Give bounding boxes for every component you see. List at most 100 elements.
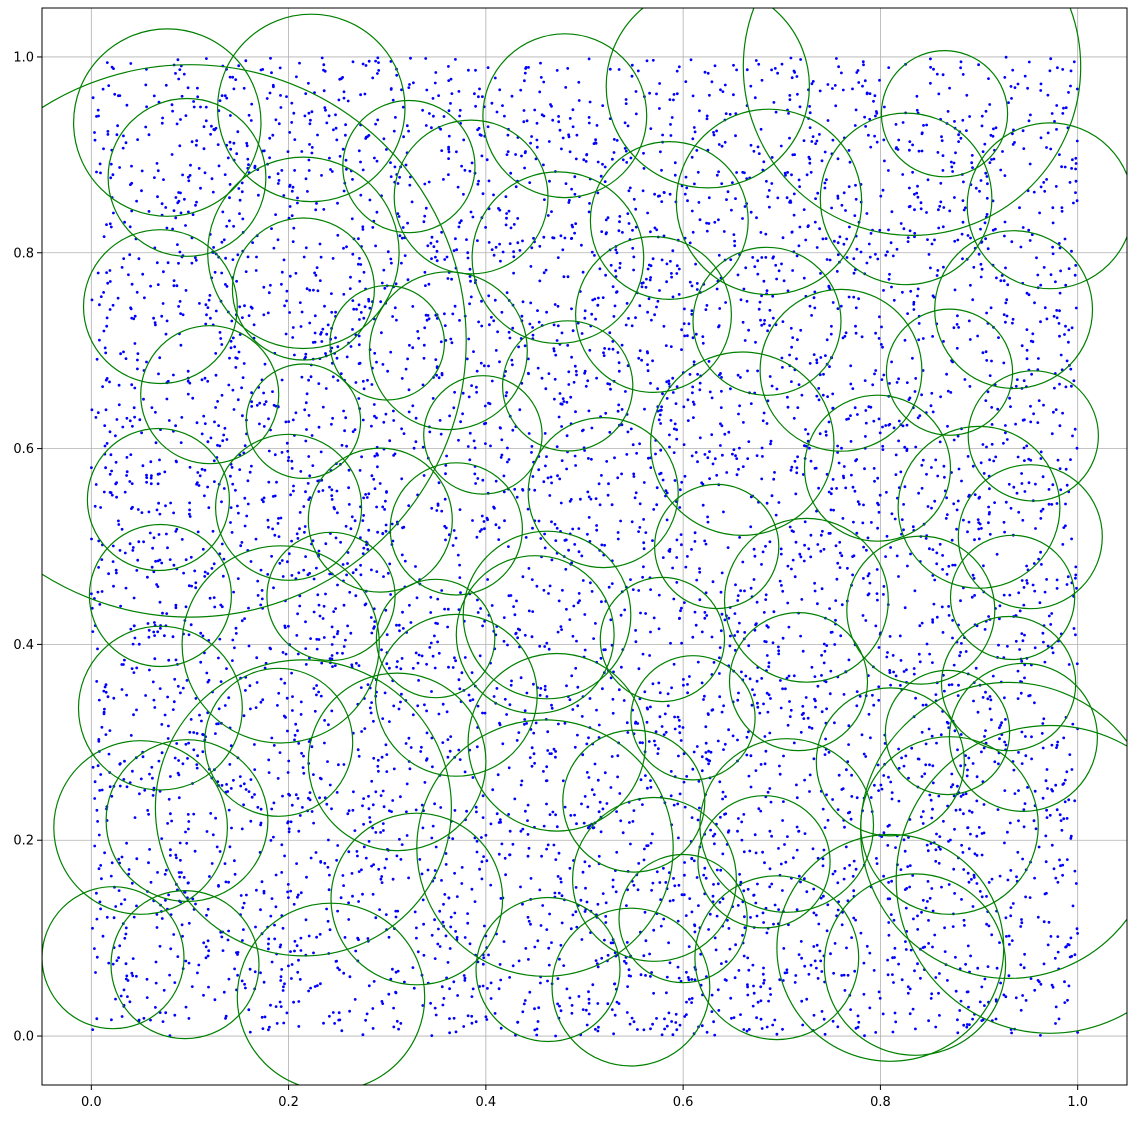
data-point bbox=[1013, 141, 1016, 144]
data-point bbox=[392, 1025, 396, 1029]
data-point bbox=[1005, 314, 1009, 318]
data-point bbox=[1018, 609, 1022, 613]
data-point bbox=[217, 164, 221, 168]
data-point bbox=[357, 237, 360, 241]
data-point bbox=[1075, 586, 1078, 590]
data-point bbox=[740, 820, 744, 824]
data-point bbox=[818, 432, 822, 436]
data-point bbox=[843, 334, 847, 338]
data-point bbox=[822, 372, 825, 376]
data-point bbox=[328, 783, 332, 787]
data-point bbox=[294, 793, 298, 797]
data-point bbox=[108, 280, 112, 283]
data-point bbox=[755, 600, 759, 604]
data-point bbox=[761, 850, 764, 854]
data-point bbox=[835, 487, 838, 490]
data-point bbox=[325, 907, 328, 911]
data-point bbox=[961, 851, 965, 854]
data-point bbox=[618, 261, 622, 265]
data-point bbox=[591, 298, 595, 302]
data-point bbox=[231, 336, 235, 340]
data-point bbox=[952, 867, 956, 871]
data-point bbox=[931, 807, 934, 811]
data-point bbox=[838, 566, 842, 569]
data-point bbox=[529, 877, 533, 880]
data-point bbox=[307, 158, 311, 162]
data-point bbox=[577, 592, 581, 595]
data-point bbox=[121, 146, 125, 150]
data-point bbox=[532, 731, 536, 735]
data-point bbox=[834, 544, 838, 548]
data-point bbox=[475, 850, 479, 854]
data-point bbox=[515, 599, 518, 603]
data-point bbox=[679, 609, 682, 613]
data-point bbox=[459, 591, 462, 594]
data-point bbox=[618, 792, 622, 795]
data-point bbox=[682, 683, 685, 687]
data-point bbox=[631, 588, 635, 591]
data-point bbox=[612, 315, 616, 318]
data-point bbox=[651, 832, 654, 836]
data-point bbox=[182, 876, 186, 879]
data-point bbox=[1043, 189, 1047, 193]
data-point bbox=[1024, 895, 1027, 899]
data-point bbox=[972, 265, 976, 269]
data-point bbox=[527, 66, 530, 69]
data-point bbox=[897, 138, 901, 142]
data-point bbox=[1001, 150, 1004, 153]
data-point bbox=[169, 848, 172, 852]
data-point bbox=[302, 754, 305, 758]
data-point bbox=[971, 1017, 974, 1021]
data-point bbox=[687, 978, 691, 982]
data-point bbox=[944, 517, 948, 520]
data-point bbox=[554, 353, 558, 357]
data-point bbox=[816, 543, 820, 546]
data-point bbox=[280, 968, 284, 971]
data-point bbox=[283, 854, 286, 858]
data-point bbox=[782, 279, 786, 283]
data-point bbox=[460, 164, 463, 168]
data-point bbox=[796, 455, 799, 459]
data-point bbox=[314, 208, 318, 212]
data-point bbox=[338, 968, 341, 972]
data-point bbox=[536, 366, 540, 370]
data-point bbox=[100, 725, 104, 729]
data-point bbox=[662, 866, 665, 870]
data-point bbox=[1052, 314, 1056, 318]
data-point bbox=[117, 956, 120, 960]
data-point bbox=[190, 584, 194, 588]
data-point bbox=[672, 803, 676, 807]
data-point bbox=[458, 508, 462, 511]
data-point bbox=[540, 376, 544, 380]
data-point bbox=[370, 631, 374, 635]
data-point bbox=[144, 83, 148, 87]
data-point bbox=[1076, 1031, 1079, 1034]
data-point bbox=[137, 540, 141, 544]
data-point bbox=[800, 956, 803, 960]
data-point bbox=[941, 554, 944, 557]
data-point bbox=[1054, 1022, 1057, 1025]
data-point bbox=[690, 978, 694, 981]
data-point bbox=[911, 1007, 915, 1011]
data-point bbox=[123, 898, 127, 901]
data-point bbox=[228, 845, 232, 849]
data-point bbox=[533, 761, 536, 765]
data-point bbox=[359, 311, 363, 314]
data-point bbox=[929, 65, 932, 69]
data-point bbox=[97, 114, 100, 118]
data-point bbox=[483, 422, 486, 426]
data-point bbox=[733, 244, 737, 248]
data-point bbox=[392, 129, 396, 133]
data-point bbox=[629, 842, 632, 846]
data-point bbox=[623, 147, 627, 150]
data-point bbox=[793, 459, 797, 463]
data-point bbox=[109, 874, 113, 878]
data-point bbox=[907, 205, 911, 209]
data-point bbox=[520, 779, 524, 783]
data-point bbox=[781, 819, 784, 822]
data-point bbox=[641, 575, 644, 579]
data-point bbox=[852, 889, 856, 893]
data-point bbox=[891, 973, 894, 976]
data-point bbox=[176, 684, 180, 688]
data-point bbox=[332, 610, 336, 613]
